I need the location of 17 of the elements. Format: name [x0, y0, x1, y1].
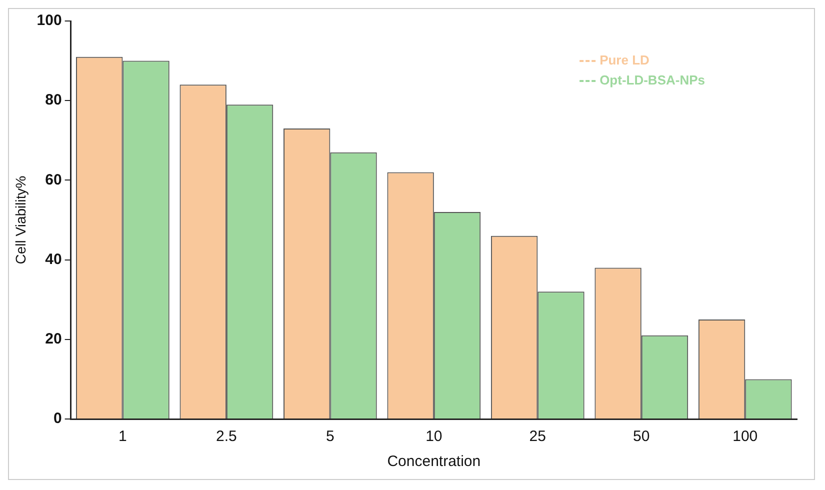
x-tick-label: 5 — [326, 428, 334, 446]
y-tick-label: 60 — [45, 171, 62, 188]
y-tick-label: 100 — [36, 12, 62, 30]
x-tick-label: 2.5 — [216, 428, 237, 446]
x-tick-label: 50 — [633, 428, 650, 446]
x-axis-title: Concentration — [387, 453, 481, 470]
x-tick-label: 10 — [426, 428, 442, 446]
y-tick-label: 20 — [45, 330, 62, 348]
y-tick-label: 80 — [45, 92, 62, 109]
x-tick-label: 100 — [732, 428, 758, 446]
legend-label: Pure LD — [600, 52, 650, 68]
x-tick-label: 25 — [529, 428, 546, 446]
y-tick-label: 0 — [53, 410, 62, 428]
legend-label: Opt-LD-BSA-NPs — [600, 72, 706, 88]
y-axis-title: Cell Viability% — [12, 176, 28, 264]
x-tick-label: 1 — [118, 428, 127, 446]
y-tick-label: 40 — [45, 250, 62, 268]
